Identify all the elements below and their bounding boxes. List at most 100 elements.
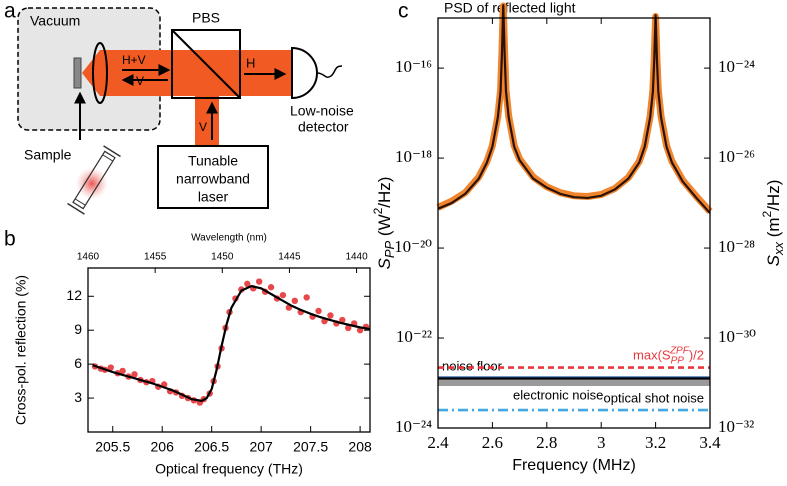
- x2-tick-label: 1460: [77, 252, 100, 263]
- y-tick-label: 10⁻¹⁸: [395, 147, 432, 166]
- lens: [92, 42, 108, 104]
- y-axis-label-part: (W: [375, 214, 394, 240]
- panel-a: a Vacuum PBS H+V V H V Low-noise detecto…: [4, 0, 354, 215]
- x-tick-label: 2.6: [482, 433, 503, 452]
- y-tick-label: 10⁻²²: [396, 327, 432, 346]
- data-point: [279, 291, 287, 299]
- legend-label: noise floor: [442, 358, 503, 373]
- y-tick-label: 9: [74, 321, 82, 337]
- beam-label: V: [136, 74, 144, 88]
- plot-frame: [437, 17, 711, 429]
- x-tick-label: 206: [151, 439, 175, 455]
- y2-axis-label-part: xx: [771, 242, 786, 257]
- y-axis-label: Cross-pol. reflection (%): [13, 275, 29, 425]
- x2-tick-label: 1440: [345, 252, 368, 263]
- y-tick-label: 12: [66, 287, 82, 303]
- legend-label-part: PP: [671, 355, 685, 366]
- sample-icon: [67, 145, 121, 215]
- detector: [291, 46, 318, 100]
- y-tick-label: 3: [74, 389, 82, 405]
- panel-label: b: [4, 228, 16, 251]
- panel-label: c: [398, 0, 409, 23]
- laser-label: laser: [198, 189, 229, 205]
- data-point: [131, 371, 138, 378]
- data-point: [327, 312, 334, 319]
- y-tick-label: 10⁻¹⁶: [395, 57, 432, 76]
- y-axis-label: SPP (W2/Hz): [371, 177, 397, 270]
- data-point: [345, 324, 352, 332]
- pbs-cube: [171, 29, 241, 99]
- y2-axis-label: Sxx (m2/Hz): [760, 180, 786, 267]
- beam-label: H: [246, 55, 255, 70]
- x-tick-label: 208: [348, 439, 372, 455]
- legend-label-part: ZPF: [669, 345, 690, 356]
- pbs-label: PBS: [192, 10, 220, 26]
- x2-axis-label: Wavelength (nm): [191, 233, 267, 244]
- panel-b: b 205.5 206 206.5 207 207.5 208 1460 1455 1450 144…: [4, 228, 372, 477]
- data-line: [92, 284, 371, 402]
- y2-tick-label: 10⁻²⁸: [718, 237, 755, 256]
- y-axis-label-part: PP: [382, 240, 397, 258]
- pbs-diagonal: [171, 29, 241, 99]
- x2-tick-label: 1450: [211, 252, 234, 263]
- beam-label: V: [199, 120, 207, 134]
- legend-label: max(SPPZPF)/2: [633, 345, 704, 366]
- legend-label-part: )/2: [689, 348, 704, 363]
- x-tick-label: 3: [597, 433, 606, 452]
- y2-tick-label: 10⁻³⁰: [718, 327, 756, 346]
- y2-tick-label: 10⁻²⁴: [718, 57, 755, 76]
- x-axis-label: Frequency (MHz): [512, 457, 636, 474]
- legend-label: optical shot noise: [604, 391, 704, 406]
- y-tick-label: 10⁻²⁰: [394, 237, 432, 256]
- data-point: [339, 316, 346, 324]
- sample: [73, 57, 82, 89]
- beam-focus: [82, 50, 100, 96]
- data-point: [244, 280, 251, 288]
- x-tick-label: 2.4: [427, 433, 449, 452]
- x-tick-label: 206.5: [194, 439, 229, 455]
- x-tick-label: 205.5: [95, 439, 130, 455]
- x-axis-label: Optical frequency (THz): [155, 461, 303, 477]
- plot-frame: [87, 267, 371, 433]
- data-line: [437, 4, 711, 214]
- y2-axis-label-part: (m: [764, 217, 783, 242]
- data-point: [267, 284, 275, 291]
- legend-label-part: max(S: [633, 348, 671, 363]
- y2-axis-label-part: 2: [760, 210, 774, 217]
- data-point: [119, 367, 126, 375]
- y-tick-label: 10⁻²⁴: [395, 417, 432, 436]
- y2-axis-label-part: S: [764, 254, 783, 266]
- chart-title: PSD of reflected light: [444, 0, 576, 16]
- x-tick-label: 207: [249, 439, 273, 455]
- data-point: [303, 294, 310, 301]
- x-tick-label: 3.2: [645, 433, 666, 452]
- y2-tick-label: 10⁻³²: [718, 417, 754, 436]
- data-line: [436, 2, 713, 214]
- laser-label: narrowband: [176, 171, 250, 187]
- detector-wire: [316, 65, 343, 78]
- x-tick-label: 207.5: [293, 439, 328, 455]
- legend-label: electronic noise: [513, 387, 603, 402]
- vacuum-label: Vacuum: [30, 13, 80, 29]
- x2-tick-label: 1445: [278, 252, 301, 263]
- beam-label: H+V: [122, 53, 146, 67]
- y2-tick-label: 10⁻²⁶: [718, 147, 755, 166]
- x-tick-label: 3.4: [699, 433, 721, 452]
- y-axis-label-part: S: [375, 257, 394, 269]
- x2-tick-label: 1455: [144, 252, 167, 263]
- laser-box: [157, 145, 269, 209]
- y2-axis-label-part: /Hz): [764, 180, 783, 211]
- sample-label: Sample: [24, 147, 72, 163]
- detector-label: Low-noise: [290, 103, 354, 119]
- panel-label: a: [4, 0, 16, 23]
- data-point: [291, 297, 298, 304]
- detector-label: detector: [298, 119, 349, 135]
- y-tick-label: 6: [74, 355, 82, 371]
- y-axis-label-part: 2: [371, 207, 385, 214]
- y-axis-label-part: /Hz): [375, 177, 394, 208]
- x-tick-label: 2.8: [536, 433, 557, 452]
- laser-label: Tunable: [188, 153, 238, 169]
- data-point: [315, 307, 322, 315]
